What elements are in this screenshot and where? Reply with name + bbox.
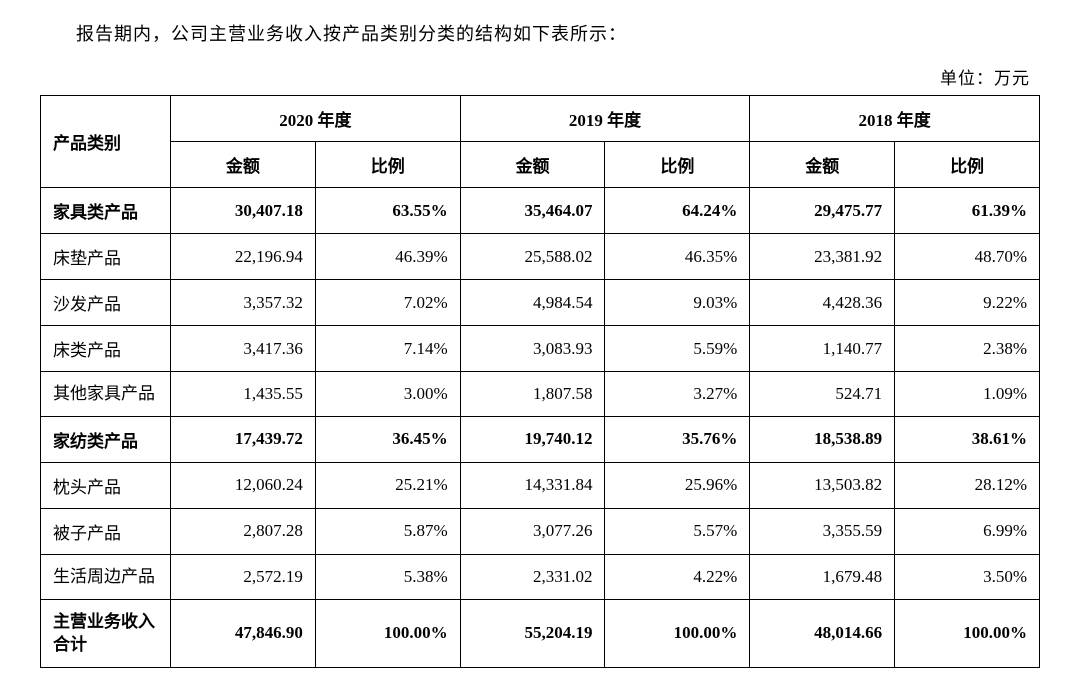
header-2018-ratio: 比例	[895, 142, 1040, 188]
row-label: 沙发产品	[41, 280, 171, 326]
cell-y2019_ratio: 5.59%	[605, 326, 750, 372]
header-year-2019: 2019 年度	[460, 96, 750, 142]
cell-y2020_amount: 30,407.18	[171, 188, 316, 234]
cell-y2020_ratio: 5.38%	[315, 554, 460, 599]
table-row: 沙发产品3,357.327.02%4,984.549.03%4,428.369.…	[41, 280, 1040, 326]
cell-y2020_ratio: 7.02%	[315, 280, 460, 326]
cell-y2020_amount: 47,846.90	[171, 599, 316, 668]
cell-y2018_amount: 29,475.77	[750, 188, 895, 234]
cell-y2018_amount: 13,503.82	[750, 462, 895, 508]
cell-y2020_amount: 22,196.94	[171, 234, 316, 280]
cell-y2018_amount: 1,679.48	[750, 554, 895, 599]
row-label: 主营业务收入合计	[41, 599, 171, 668]
table-row: 家具类产品30,407.1863.55%35,464.0764.24%29,47…	[41, 188, 1040, 234]
cell-y2020_amount: 2,807.28	[171, 508, 316, 554]
header-2018-amount: 金额	[750, 142, 895, 188]
table-row: 其他家具产品1,435.553.00%1,807.583.27%524.711.…	[41, 372, 1040, 417]
cell-y2018_amount: 4,428.36	[750, 280, 895, 326]
table-row: 床类产品3,417.367.14%3,083.935.59%1,140.772.…	[41, 326, 1040, 372]
cell-y2018_ratio: 2.38%	[895, 326, 1040, 372]
cell-y2020_ratio: 25.21%	[315, 462, 460, 508]
header-category: 产品类别	[41, 96, 171, 188]
row-label: 家纺类产品	[41, 416, 171, 462]
table-row: 主营业务收入合计47,846.90100.00%55,204.19100.00%…	[41, 599, 1040, 668]
table-row: 家纺类产品17,439.7236.45%19,740.1235.76%18,53…	[41, 416, 1040, 462]
cell-y2020_ratio: 63.55%	[315, 188, 460, 234]
cell-y2018_amount: 23,381.92	[750, 234, 895, 280]
cell-y2018_ratio: 100.00%	[895, 599, 1040, 668]
intro-paragraph: 报告期内，公司主营业务收入按产品类别分类的结构如下表所示：	[40, 20, 1040, 46]
cell-y2018_ratio: 28.12%	[895, 462, 1040, 508]
cell-y2019_amount: 19,740.12	[460, 416, 605, 462]
cell-y2019_amount: 4,984.54	[460, 280, 605, 326]
cell-y2019_amount: 2,331.02	[460, 554, 605, 599]
cell-y2019_amount: 1,807.58	[460, 372, 605, 417]
cell-y2018_amount: 48,014.66	[750, 599, 895, 668]
cell-y2020_ratio: 5.87%	[315, 508, 460, 554]
cell-y2020_ratio: 36.45%	[315, 416, 460, 462]
cell-y2019_amount: 3,083.93	[460, 326, 605, 372]
cell-y2020_amount: 1,435.55	[171, 372, 316, 417]
cell-y2019_amount: 3,077.26	[460, 508, 605, 554]
header-year-2020: 2020 年度	[171, 96, 461, 142]
row-label: 枕头产品	[41, 462, 171, 508]
cell-y2018_amount: 18,538.89	[750, 416, 895, 462]
table-row: 枕头产品12,060.2425.21%14,331.8425.96%13,503…	[41, 462, 1040, 508]
cell-y2020_amount: 12,060.24	[171, 462, 316, 508]
row-label: 生活周边产品	[41, 554, 171, 599]
header-2020-ratio: 比例	[315, 142, 460, 188]
cell-y2018_amount: 524.71	[750, 372, 895, 417]
cell-y2020_ratio: 46.39%	[315, 234, 460, 280]
row-label: 被子产品	[41, 508, 171, 554]
table-row: 生活周边产品2,572.195.38%2,331.024.22%1,679.48…	[41, 554, 1040, 599]
cell-y2018_ratio: 61.39%	[895, 188, 1040, 234]
cell-y2019_ratio: 46.35%	[605, 234, 750, 280]
cell-y2020_amount: 3,357.32	[171, 280, 316, 326]
unit-label: 单位：万元	[40, 64, 1040, 89]
cell-y2019_ratio: 64.24%	[605, 188, 750, 234]
row-label: 其他家具产品	[41, 372, 171, 417]
cell-y2020_ratio: 100.00%	[315, 599, 460, 668]
header-2019-amount: 金额	[460, 142, 605, 188]
cell-y2018_ratio: 3.50%	[895, 554, 1040, 599]
table-row: 被子产品2,807.285.87%3,077.265.57%3,355.596.…	[41, 508, 1040, 554]
revenue-table: 产品类别 2020 年度 2019 年度 2018 年度 金额 比例 金额 比例…	[40, 95, 1040, 668]
header-year-2018: 2018 年度	[750, 96, 1040, 142]
cell-y2019_ratio: 9.03%	[605, 280, 750, 326]
row-label: 床垫产品	[41, 234, 171, 280]
cell-y2018_amount: 3,355.59	[750, 508, 895, 554]
header-2019-ratio: 比例	[605, 142, 750, 188]
row-label: 床类产品	[41, 326, 171, 372]
cell-y2018_ratio: 6.99%	[895, 508, 1040, 554]
row-label: 家具类产品	[41, 188, 171, 234]
cell-y2019_amount: 14,331.84	[460, 462, 605, 508]
cell-y2018_ratio: 48.70%	[895, 234, 1040, 280]
cell-y2018_ratio: 9.22%	[895, 280, 1040, 326]
cell-y2018_ratio: 38.61%	[895, 416, 1040, 462]
cell-y2019_ratio: 3.27%	[605, 372, 750, 417]
cell-y2018_amount: 1,140.77	[750, 326, 895, 372]
cell-y2020_amount: 2,572.19	[171, 554, 316, 599]
header-2020-amount: 金额	[171, 142, 316, 188]
cell-y2018_ratio: 1.09%	[895, 372, 1040, 417]
cell-y2019_amount: 35,464.07	[460, 188, 605, 234]
cell-y2019_amount: 55,204.19	[460, 599, 605, 668]
cell-y2020_amount: 3,417.36	[171, 326, 316, 372]
cell-y2020_amount: 17,439.72	[171, 416, 316, 462]
table-row: 床垫产品22,196.9446.39%25,588.0246.35%23,381…	[41, 234, 1040, 280]
cell-y2019_ratio: 4.22%	[605, 554, 750, 599]
cell-y2019_ratio: 5.57%	[605, 508, 750, 554]
cell-y2019_ratio: 25.96%	[605, 462, 750, 508]
cell-y2019_ratio: 100.00%	[605, 599, 750, 668]
cell-y2020_ratio: 3.00%	[315, 372, 460, 417]
cell-y2020_ratio: 7.14%	[315, 326, 460, 372]
cell-y2019_amount: 25,588.02	[460, 234, 605, 280]
cell-y2019_ratio: 35.76%	[605, 416, 750, 462]
